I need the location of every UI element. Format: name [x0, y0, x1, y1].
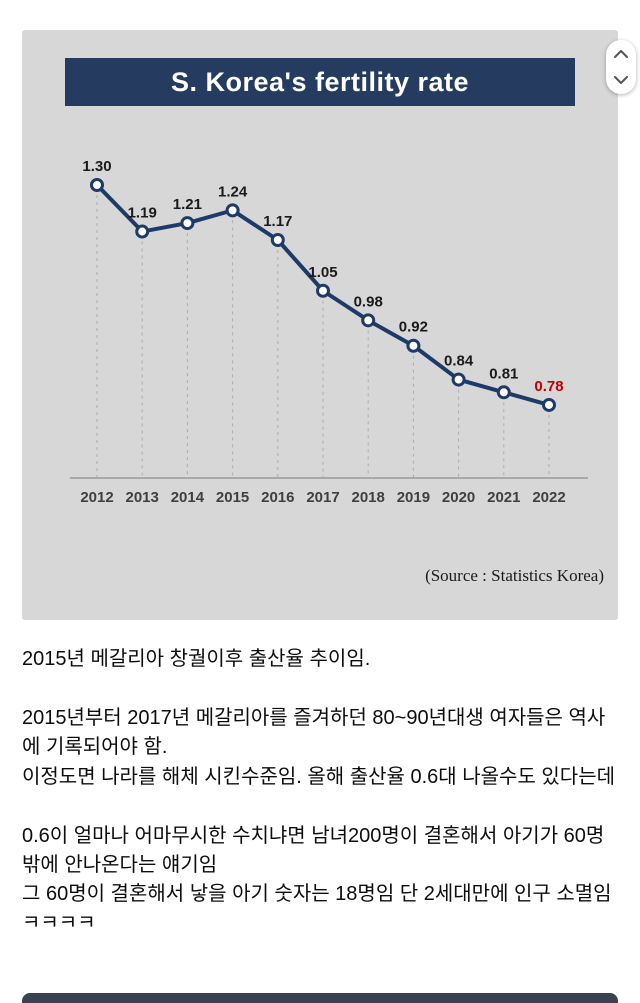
fertility-line-chart: 1.30 1.19 1.21 1.24 1.17 1.05 0.98 0.92 0.84 0.81…: [70, 158, 588, 506]
x-tick-label: 2012: [80, 489, 113, 506]
scroll-widget: [606, 40, 636, 94]
data-label: 0.98: [354, 293, 383, 310]
data-label: 1.05: [308, 264, 337, 281]
data-point: [451, 372, 466, 387]
data-point: [542, 397, 556, 412]
data-label: 0.78: [534, 378, 563, 395]
data-point: [225, 203, 240, 218]
data-point: [180, 216, 195, 231]
post-paragraph: 그 60명이 결혼해서 낳을 아기 숫자는 18명임 단 2세대만에 인구 소멸…: [22, 883, 612, 935]
data-label: 1.30: [82, 158, 111, 175]
scroll-up-button[interactable]: [606, 42, 636, 66]
data-point: [361, 313, 376, 328]
chevron-down-icon: [614, 76, 628, 84]
x-tick-label: 2017: [306, 489, 339, 506]
next-image-strip: [22, 993, 618, 1003]
data-label: 0.81: [489, 365, 518, 382]
data-label: 0.84: [444, 353, 474, 370]
data-label: 1.21: [173, 196, 202, 213]
x-tick-label: 2021: [487, 489, 520, 506]
chart-title-banner: S. Korea's fertility rate: [65, 58, 575, 106]
data-label: 1.24: [218, 183, 248, 200]
chart-source-label: (Source : Statistics Korea): [425, 566, 604, 585]
data-point: [270, 232, 285, 247]
x-tick-label: 2015: [216, 489, 249, 506]
x-tick-label: 2018: [352, 489, 385, 506]
post-paragraph: 0.6이 얼마나 어마무시한 수치냐면 남녀200명이 결혼해서 아기가 60명…: [22, 824, 605, 876]
scroll-down-button[interactable]: [606, 68, 636, 92]
x-tick-label: 2016: [261, 489, 294, 506]
x-tick-label: 2020: [442, 489, 475, 506]
data-label: 1.19: [128, 205, 157, 222]
post-body: 2015년 메갈리아 창궐이후 출산율 추이임. 2015년부터 2017년 메…: [22, 645, 618, 939]
data-point: [316, 283, 330, 298]
x-tick-label: 2014: [171, 489, 205, 506]
data-point: [90, 178, 104, 192]
chart-title: S. Korea's fertility rate: [170, 66, 470, 97]
post-paragraph: 2015년부터 2017년 메갈리아를 즐겨하던 80~90년대생 여자들은 역…: [22, 707, 606, 759]
x-tick-label: 2019: [397, 489, 430, 506]
data-point: [135, 224, 150, 239]
data-label: 1.17: [263, 213, 292, 230]
post-paragraph: 2015년 메갈리아 창궐이후 출산율 추이임.: [22, 648, 371, 670]
post-paragraph: 이정도면 나라를 해체 시킨수준임. 올해 출산율 0.6대 나올수도 있다는데: [22, 765, 616, 788]
data-point: [496, 385, 511, 400]
data-label: 0.92: [399, 319, 428, 336]
x-tick-label: 2013: [126, 489, 159, 506]
chevron-up-icon: [614, 50, 628, 58]
data-point: [406, 338, 421, 353]
x-tick-label: 2022: [532, 489, 565, 506]
fertility-chart-panel: S. Korea's fertility rate 1.30 1.19 1.21 1.…: [22, 30, 618, 620]
